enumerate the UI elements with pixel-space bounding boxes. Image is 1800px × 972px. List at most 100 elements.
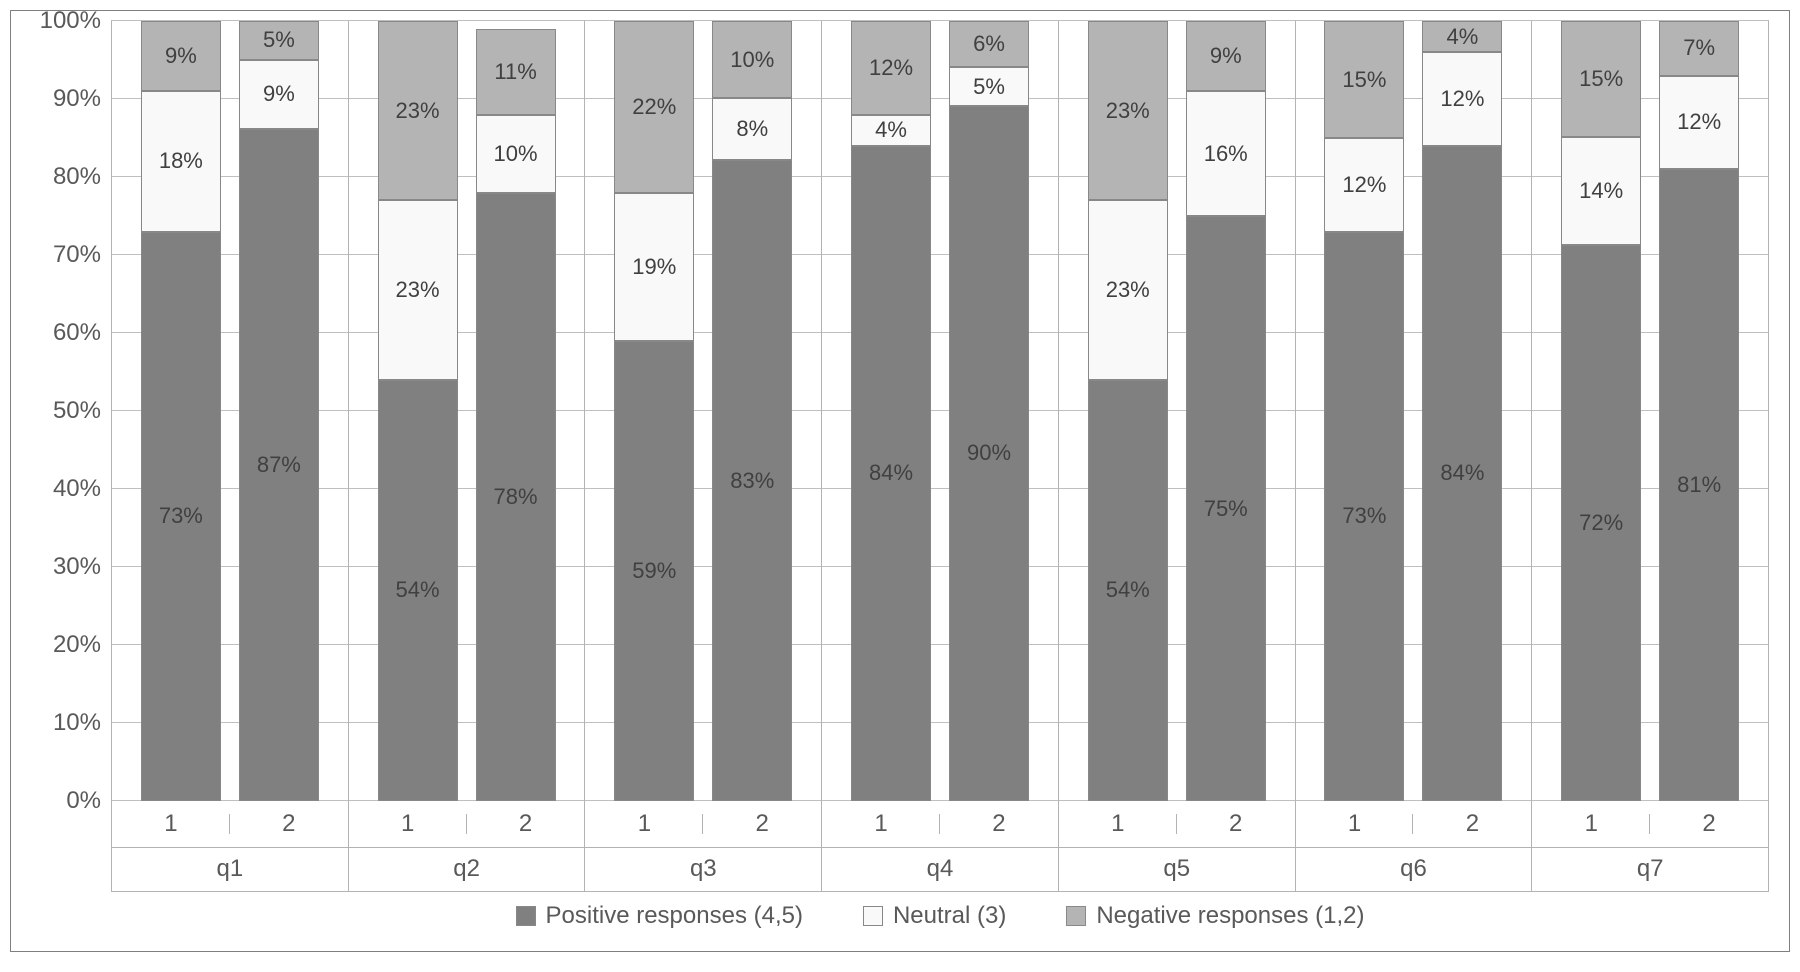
legend-item: Neutral (3): [863, 902, 1006, 930]
bar-group: 73%12%15%84%12% 4%: [1295, 21, 1532, 801]
stacked-bar: 73%12%15%: [1324, 21, 1404, 801]
x-sub-label: 2: [467, 810, 585, 838]
bar-segment-neutral: 19%: [614, 193, 694, 341]
stacked-bar: 73%18%9%: [141, 21, 221, 801]
stacked-bar: 90%5%6%: [949, 21, 1029, 801]
x-sub-label: 1: [1059, 810, 1177, 838]
y-tick-label: 50%: [53, 397, 101, 425]
stacked-bar: 54%23%23%: [378, 21, 458, 801]
legend-swatch: [1066, 906, 1086, 926]
x-sub-label: 2: [1177, 810, 1295, 838]
bar-group: 84%4%12%90%5%6%: [821, 21, 1058, 801]
stacked-bar: 83%8%10%: [712, 21, 792, 801]
bar-segment-negative: 12%: [851, 21, 931, 115]
bar-segment-positive: 83%: [712, 160, 792, 801]
bar-segment-neutral: 5%: [949, 67, 1029, 106]
x-sub-cell: 12: [348, 801, 585, 847]
bar-segment-negative: 4%: [1422, 21, 1502, 52]
bar-segment-negative: 6%: [949, 21, 1029, 67]
legend-item: Positive responses (4,5): [516, 902, 803, 930]
y-tick-label: 20%: [53, 631, 101, 659]
bar-segment-neutral: 16%: [1186, 91, 1266, 216]
x-sub-label: 2: [1650, 810, 1768, 838]
legend-label: Positive responses (4,5): [546, 902, 803, 930]
bar-segment-neutral: 4%: [851, 115, 931, 146]
bar-segment-neutral: 12%: [1659, 76, 1739, 170]
y-tick-label: 70%: [53, 241, 101, 269]
y-tick-label: 40%: [53, 475, 101, 503]
x-sub-label: 1: [112, 810, 230, 838]
bar-segment-negative: 23%: [378, 21, 458, 200]
legend: Positive responses (4,5) Neutral (3) Negat…: [111, 891, 1769, 941]
bar-segment-negative: 15%: [1561, 21, 1641, 137]
stacked-bar: 54%23%23%: [1088, 21, 1168, 801]
bar-segment-positive: 75%: [1186, 216, 1266, 801]
y-tick-label: 60%: [53, 319, 101, 347]
bar-group: 54%23%23%78%10%11%: [348, 21, 585, 801]
y-tick-label: 0%: [66, 787, 101, 815]
x-sub-cell: 12: [111, 801, 348, 847]
x-sub-label: 1: [585, 810, 703, 838]
legend-item: Negative responses (1,2): [1066, 902, 1364, 930]
stacked-bar: 75%16%9%: [1186, 21, 1266, 801]
x-sub-label: 2: [940, 810, 1058, 838]
bar-group: 73%18%9%87% 9% 5%: [111, 21, 348, 801]
legend-swatch: [516, 906, 536, 926]
bar-segment-negative: 15%: [1324, 21, 1404, 138]
bar-segment-positive: 90%: [949, 106, 1029, 801]
x-group-label: q1: [111, 847, 348, 891]
x-group-label: q4: [821, 847, 1058, 891]
y-tick-label: 30%: [53, 553, 101, 581]
bar-segment-negative: 7%: [1659, 21, 1739, 76]
bar-segment-negative: 11%: [476, 29, 556, 115]
bar-groups: 73%18%9%87%9%5%54%23%23%78%10%11%59%19%2…: [111, 21, 1769, 801]
x-sub-cell: 12: [821, 801, 1058, 847]
x-sub-label: 2: [230, 810, 348, 838]
bar-segment-positive: 73%: [141, 232, 221, 801]
stacked-bar: 72%14%15%: [1561, 21, 1641, 801]
bar-segment-negative: 22%: [614, 21, 694, 193]
bar-segment-positive: 54%: [1088, 380, 1168, 801]
x-group-label: q3: [584, 847, 821, 891]
bar-segment-positive: 54%: [378, 380, 458, 801]
bar-segment-negative: 9%: [1186, 21, 1266, 91]
bar-segment-neutral: 10%: [476, 115, 556, 193]
x-sub-cell: 12: [584, 801, 821, 847]
x-sub-cell: 12: [1058, 801, 1295, 847]
bar-segment-positive: 81%: [1659, 169, 1739, 801]
legend-swatch: [863, 906, 883, 926]
bar-segment-positive: 84%: [851, 146, 931, 801]
bar-segment-neutral: 23%: [378, 200, 458, 379]
stacked-bar: 78%10%11%: [476, 21, 556, 801]
y-tick-label: 100%: [40, 7, 101, 35]
legend-label: Neutral (3): [893, 902, 1006, 930]
x-sub-label: 1: [1296, 810, 1414, 838]
bar-segment-negative: 9%: [141, 21, 221, 91]
y-tick-label: 90%: [53, 85, 101, 113]
bar-segment-negative: 5%: [239, 21, 319, 60]
legend-label: Negative responses (1,2): [1096, 902, 1364, 930]
bar-group: 59%19%22%83%8%10%: [584, 21, 821, 801]
stacked-bar: 84%4%12%: [851, 21, 931, 801]
bar-segment-positive: 72%: [1561, 245, 1641, 801]
bar-segment-neutral: 8%: [712, 98, 792, 160]
bar-segment-neutral: 12%: [1324, 138, 1404, 232]
bar-group: 54%23%23%75%16%9%: [1058, 21, 1295, 801]
bar-group: 72%14%15%81%12%7%: [1531, 21, 1769, 801]
bar-segment-neutral: 18%: [141, 91, 221, 231]
bar-segment-positive: 84%: [1422, 146, 1502, 801]
bar-segment-positive: 78%: [476, 193, 556, 801]
x-axis-sub-labels: 12121212121212: [111, 801, 1769, 848]
x-sub-label: 2: [1413, 810, 1531, 838]
bar-segment-neutral: 23%: [1088, 200, 1168, 379]
x-group-label: q7: [1531, 847, 1769, 891]
x-sub-label: 1: [349, 810, 467, 838]
bar-segment-positive: 73%: [1324, 232, 1404, 801]
stacked-bar-chart: 0%10%20%30%40%50%60%70%80%90%100%73%18%9…: [10, 10, 1790, 952]
bar-segment-positive: 59%: [614, 341, 694, 801]
stacked-bar: 81%12%7%: [1659, 21, 1739, 801]
x-sub-label: 1: [1532, 810, 1650, 838]
bar-segment-positive: 87%: [239, 129, 319, 801]
bar-segment-negative: 10%: [712, 21, 792, 98]
x-sub-label: 1: [822, 810, 940, 838]
